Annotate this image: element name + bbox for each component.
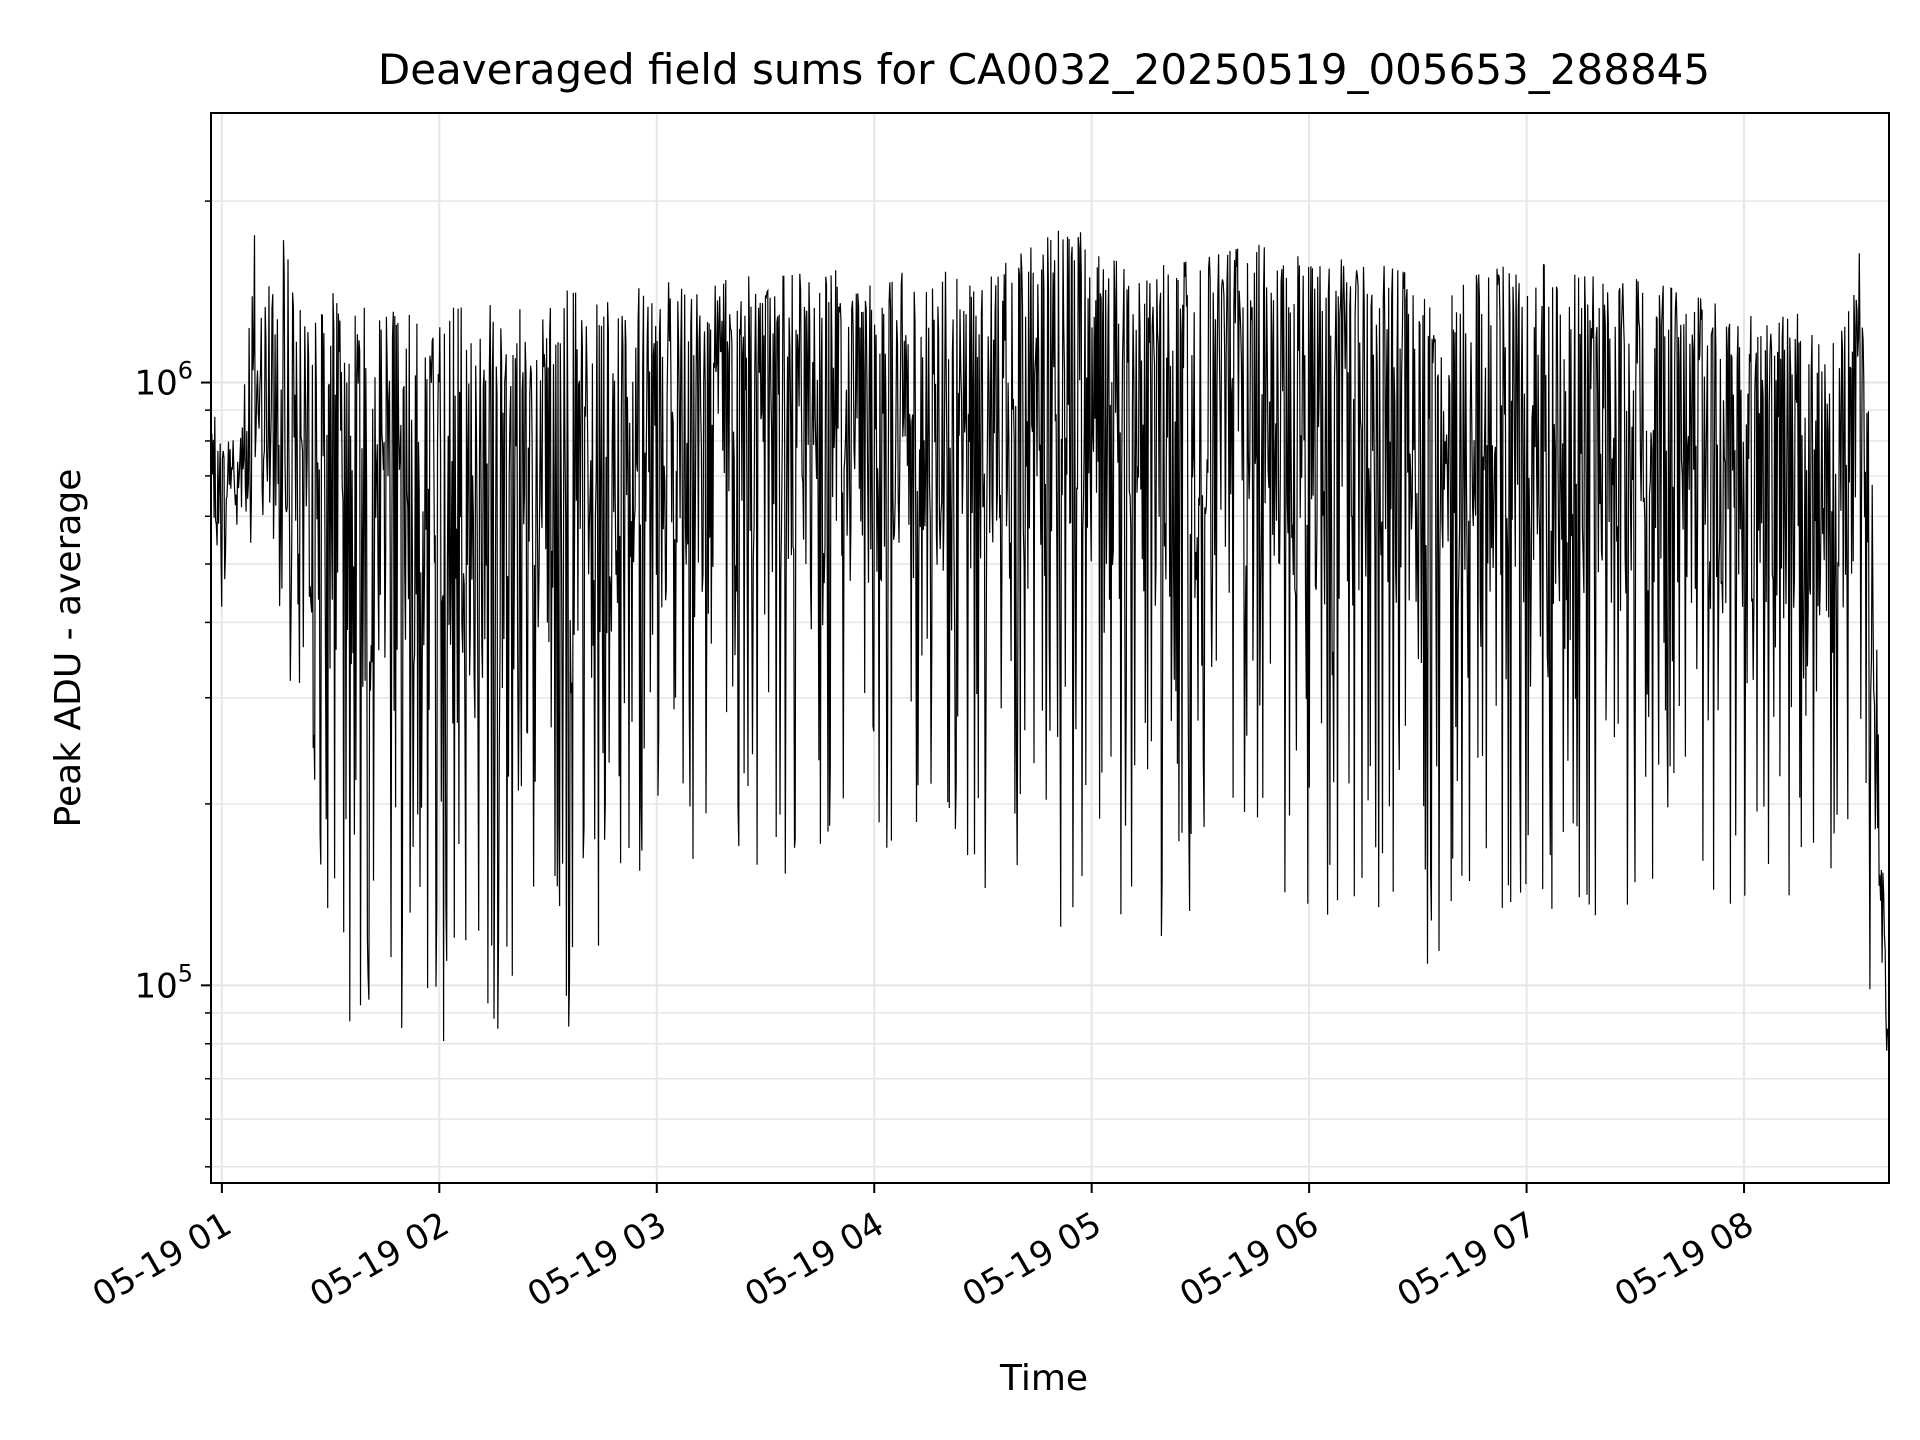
plot-frame <box>210 112 1890 1184</box>
y-axis: 105 106 <box>134 200 211 1168</box>
chart-title: Deaveraged field sums for CA0032_2025051… <box>378 45 1710 94</box>
y-axis-label: Peak ADU - average <box>48 469 89 828</box>
series-group <box>210 230 1890 1051</box>
y-tick-label: 105 <box>134 959 193 1006</box>
series-line <box>210 230 1890 1051</box>
x-axis-label: Time <box>999 1358 1088 1399</box>
y-tick-label: 106 <box>134 357 193 404</box>
